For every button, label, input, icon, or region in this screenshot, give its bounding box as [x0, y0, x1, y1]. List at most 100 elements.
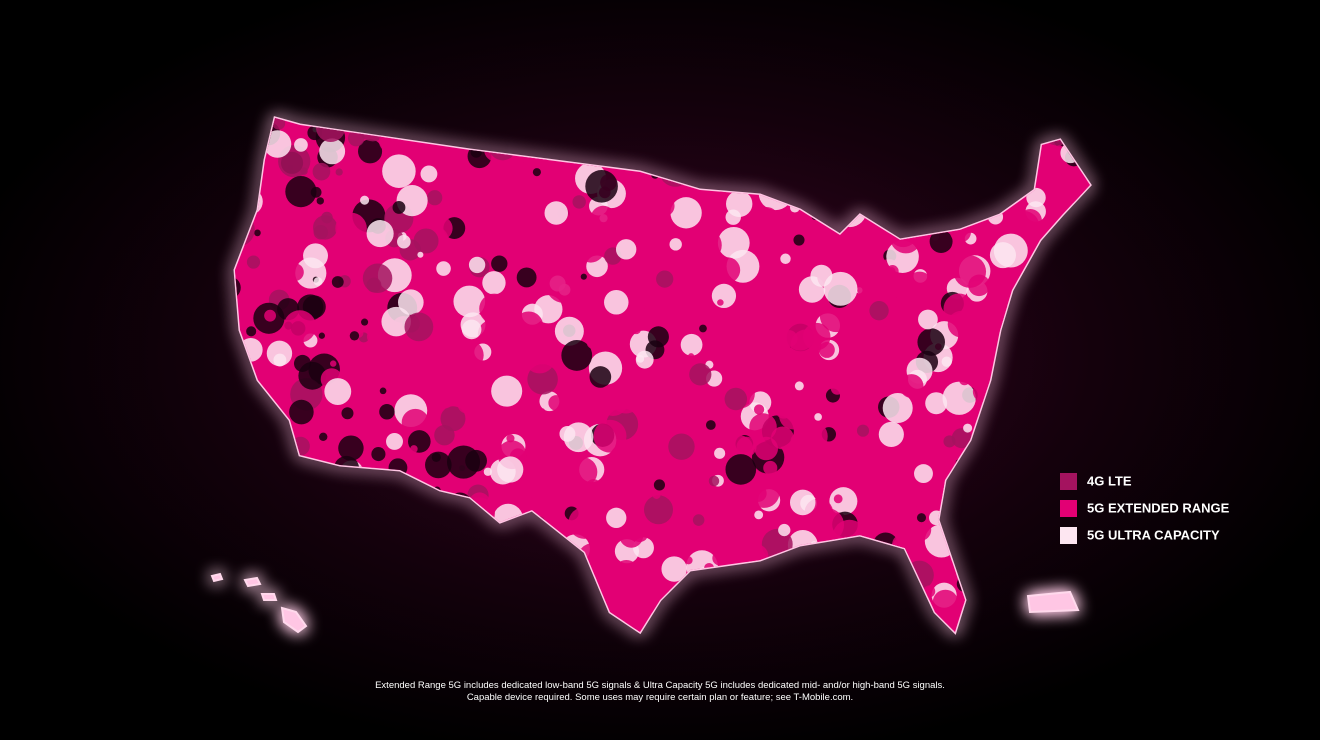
- coverage-blob: [563, 422, 594, 453]
- coverage-blob: [929, 230, 953, 254]
- coverage-blob: [635, 362, 663, 391]
- coverage-blob: [847, 433, 862, 447]
- coverage-blob: [590, 205, 616, 231]
- coverage-blob: [692, 514, 705, 526]
- coverage-blob: [457, 395, 476, 414]
- coverage-blob: [397, 289, 424, 316]
- coverage-blob: [899, 374, 924, 399]
- coverage-blob: [770, 426, 794, 450]
- coverage-blob: [335, 212, 367, 245]
- coverage-blob: [815, 237, 844, 267]
- footnote: Extended Range 5G includes dedicated low…: [375, 680, 945, 691]
- coverage-blob: [580, 273, 587, 280]
- legend-swatch: [1060, 527, 1077, 544]
- coverage-blob: [641, 305, 662, 326]
- coverage-blob: [576, 234, 605, 263]
- coverage-blob: [712, 551, 727, 566]
- coverage-blob: [916, 513, 927, 523]
- coverage-blob: [313, 225, 329, 240]
- coverage-blob: [653, 479, 666, 491]
- coverage-blob: [427, 190, 443, 206]
- coverage-blob: [593, 419, 627, 453]
- coverage-blob: [714, 447, 726, 459]
- coverage-blob: [669, 238, 682, 251]
- coverage-blob: [440, 406, 466, 432]
- coverage-blob: [906, 271, 933, 298]
- coverage-blob: [544, 201, 569, 225]
- coverage-blob: [753, 289, 765, 301]
- coverage-blob: [778, 523, 791, 537]
- coverage-blob: [341, 407, 354, 420]
- coverage-blob: [371, 447, 386, 462]
- coverage-blob: [879, 319, 907, 346]
- coverage-blob: [366, 329, 382, 345]
- coverage-blob: [763, 460, 778, 476]
- coverage-blob: [914, 464, 933, 484]
- coverage-blob: [477, 319, 507, 349]
- coverage-blob: [810, 404, 819, 414]
- coverage-blob: [516, 267, 537, 288]
- coverage-blob: [286, 218, 311, 242]
- coverage-blob: [568, 506, 601, 539]
- coverage-blob: [606, 507, 627, 528]
- coverage-blob: [408, 362, 439, 393]
- coverage-blob: [404, 312, 434, 342]
- coverage-blob: [705, 420, 716, 430]
- coverage-blob: [597, 384, 629, 416]
- coverage-blob: [264, 309, 276, 322]
- coverage-blob: [302, 295, 326, 319]
- coverage-blob: [882, 392, 913, 423]
- coverage-blob: [266, 340, 293, 367]
- coverage-blob: [717, 299, 724, 306]
- coverage-blob: [941, 356, 952, 367]
- coverage-blob: [1018, 209, 1042, 233]
- legend-swatch: [1060, 500, 1077, 517]
- coverage-blob: [717, 226, 750, 259]
- coverage-blob: [379, 387, 387, 395]
- coverage-blob: [604, 289, 629, 315]
- coverage-blob: [708, 475, 720, 487]
- coverage-blob: [468, 256, 486, 274]
- coverage-blob: [689, 363, 712, 386]
- coverage-blob: [506, 434, 515, 443]
- coverage-blob: [451, 374, 475, 397]
- coverage-blob: [724, 387, 748, 411]
- coverage-blob: [713, 492, 740, 519]
- coverage-blob: [246, 255, 261, 269]
- coverage-blob: [749, 413, 777, 441]
- coverage-blob: [765, 370, 791, 397]
- coverage-blob: [554, 316, 584, 346]
- coverage-blob: [483, 467, 493, 476]
- coverage-blob: [801, 222, 812, 233]
- coverage-blob: [318, 332, 325, 339]
- coverage-blob: [790, 217, 801, 228]
- coverage-blob: [285, 263, 304, 282]
- coverage-blob: [749, 484, 767, 502]
- coverage-blob: [246, 326, 257, 337]
- coverage-blob: [914, 428, 926, 440]
- coverage-blob: [631, 324, 642, 335]
- coverage-blob: [833, 494, 843, 504]
- coverage-blob: [436, 261, 451, 276]
- coverage-blob: [933, 462, 948, 478]
- coverage-blob: [664, 465, 686, 488]
- coverage-blob: [453, 339, 484, 371]
- coverage-blob: [680, 333, 703, 356]
- coverage-blob: [943, 293, 975, 325]
- coverage-blob: [479, 293, 510, 324]
- coverage-blob: [335, 168, 343, 176]
- coverage-blob: [355, 413, 366, 424]
- coverage-blob: [943, 435, 956, 448]
- legend-label: 5G EXTENDED RANGE: [1087, 500, 1230, 515]
- coverage-blob: [789, 489, 816, 516]
- coverage-blob: [511, 198, 528, 214]
- coverage-blob: [285, 176, 317, 208]
- coverage-blob: [908, 518, 932, 542]
- coverage-blob: [623, 269, 632, 279]
- coverage-blob: [766, 331, 776, 342]
- coverage-blob: [953, 255, 987, 288]
- coverage-blob: [714, 257, 741, 284]
- coverage-blob: [812, 481, 825, 494]
- coverage-blob: [653, 195, 675, 217]
